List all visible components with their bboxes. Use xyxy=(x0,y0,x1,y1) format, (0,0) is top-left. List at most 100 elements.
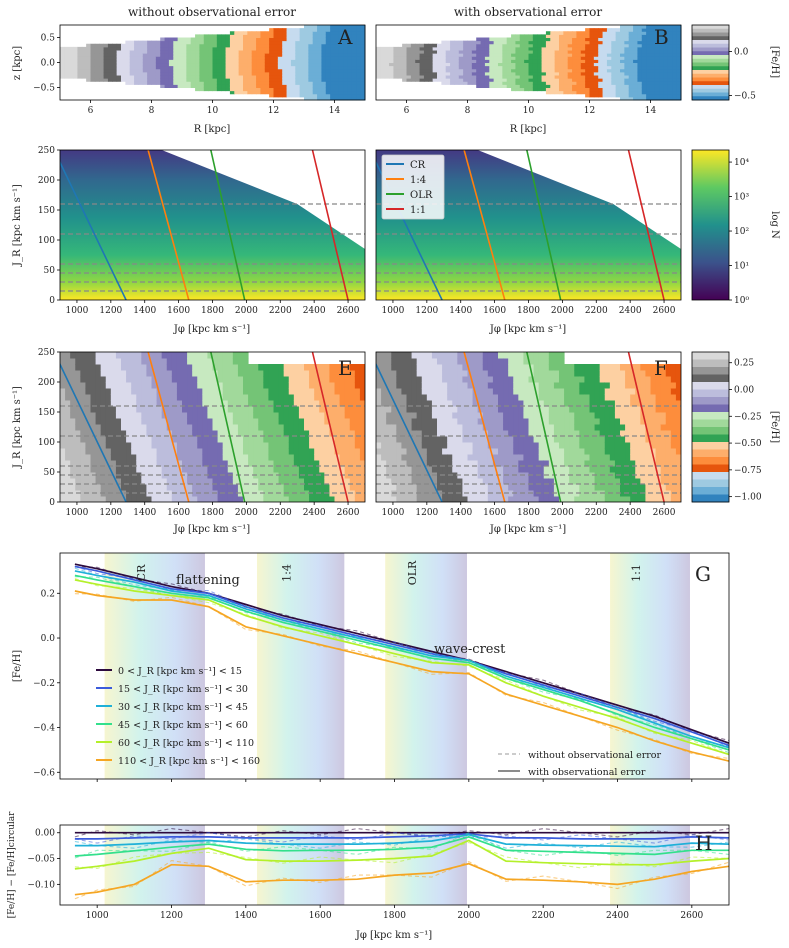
map-cell xyxy=(142,50,148,54)
map-cell xyxy=(171,454,178,461)
map-cell xyxy=(177,81,183,85)
map-cell xyxy=(492,496,499,502)
map-cell xyxy=(511,53,516,57)
map-cell xyxy=(282,84,288,89)
map-cell xyxy=(615,34,621,39)
map-cell xyxy=(334,93,340,98)
map-cell xyxy=(513,436,519,443)
map-cell xyxy=(251,62,257,67)
resonance-line xyxy=(463,150,506,300)
map-cell xyxy=(273,28,279,32)
map-cell xyxy=(611,75,617,79)
map-cell xyxy=(299,87,305,92)
map-cell xyxy=(519,81,525,85)
map-cell xyxy=(593,75,599,79)
map-cell xyxy=(593,71,599,76)
map-cell xyxy=(304,484,310,491)
map-cell xyxy=(164,68,170,73)
map-cell xyxy=(147,81,152,85)
map-cell xyxy=(659,93,665,98)
map-cell xyxy=(176,364,183,371)
map-cell xyxy=(401,424,407,431)
map-cell xyxy=(541,40,547,45)
map-cell xyxy=(519,43,525,48)
map-cell xyxy=(155,46,161,51)
map-cell xyxy=(380,53,386,57)
map-cell xyxy=(437,400,443,407)
map-cell xyxy=(269,90,274,95)
map-cell xyxy=(667,37,673,42)
map-cell xyxy=(286,75,292,79)
map-cell xyxy=(243,84,248,89)
map-cell xyxy=(431,466,438,473)
map-cell xyxy=(192,352,198,359)
map-cell xyxy=(484,40,490,45)
map-cell xyxy=(95,412,102,419)
map-cell xyxy=(580,34,586,39)
colorbar-cell xyxy=(692,77,729,82)
map-cell xyxy=(171,466,178,473)
map-cell xyxy=(611,78,617,82)
map-cell xyxy=(269,87,274,92)
map-cell xyxy=(304,81,309,85)
map-cell xyxy=(646,59,651,64)
map-cell xyxy=(176,430,183,437)
map-cell xyxy=(518,430,524,437)
map-cell xyxy=(576,40,582,45)
map-cell xyxy=(585,31,590,35)
map-cell xyxy=(567,56,573,60)
map-cell xyxy=(251,75,257,79)
map-cell xyxy=(498,59,503,64)
map-cell xyxy=(334,65,340,70)
map-cell xyxy=(147,68,152,73)
map-cell xyxy=(298,364,305,371)
map-cell xyxy=(182,478,188,485)
map-cell xyxy=(248,472,254,479)
map-cell xyxy=(115,460,122,467)
map-cell xyxy=(304,90,309,95)
map-cell xyxy=(212,56,218,60)
map-cell xyxy=(528,358,535,365)
map-cell xyxy=(243,418,249,425)
map-cell xyxy=(518,418,524,425)
map-cell xyxy=(126,454,132,461)
map-cell xyxy=(454,53,460,57)
map-cell xyxy=(168,53,174,57)
map-cell xyxy=(290,34,296,39)
map-cell xyxy=(663,46,669,51)
map-cell xyxy=(463,71,468,76)
map-cell xyxy=(508,484,514,491)
map-cell xyxy=(550,59,556,64)
map-cell xyxy=(659,31,665,35)
map-cell xyxy=(319,400,325,407)
map-cell xyxy=(450,40,455,45)
map-cell xyxy=(309,478,315,485)
map-cell xyxy=(338,31,344,35)
map-cell xyxy=(329,376,335,383)
map-cell xyxy=(186,59,192,64)
map-cell xyxy=(126,370,132,377)
map-cell xyxy=(273,406,280,413)
map-cell xyxy=(146,442,152,449)
map-cell xyxy=(304,472,310,479)
map-cell xyxy=(247,34,253,39)
map-cell xyxy=(498,394,504,401)
map-cell xyxy=(431,376,438,383)
map-cell xyxy=(343,28,349,32)
map-cell xyxy=(319,406,325,413)
map-cell xyxy=(278,400,285,407)
map-cell xyxy=(166,472,173,479)
map-cell xyxy=(447,424,453,431)
map-cell xyxy=(288,394,295,401)
map-cell xyxy=(338,46,344,51)
map-cell xyxy=(396,472,402,479)
map-cell xyxy=(107,59,113,64)
map-cell xyxy=(543,448,550,455)
map-cell xyxy=(650,87,656,92)
map-cell xyxy=(431,436,438,443)
map-cell xyxy=(168,59,174,64)
map-cell xyxy=(199,68,205,73)
map-cell xyxy=(146,484,152,491)
map-cell xyxy=(472,412,479,419)
map-cell xyxy=(212,478,219,485)
